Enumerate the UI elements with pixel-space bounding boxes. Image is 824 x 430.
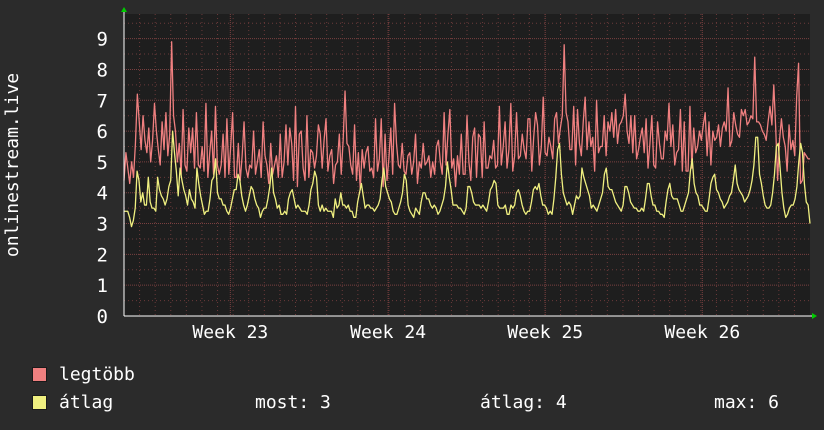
y-tick-label: 9	[97, 29, 108, 51]
y-tick-label: 3	[97, 214, 108, 236]
y-tick-label: 2	[97, 244, 108, 266]
stat-max: max: 6	[714, 392, 780, 413]
x-tick-label: Week 24	[350, 322, 426, 343]
legend-swatch-avg	[32, 394, 47, 410]
stat-atlag: átlag: 4	[480, 392, 567, 413]
y-axis-label: onlinestream.live	[2, 73, 23, 257]
legend-label-avg: átlag	[59, 391, 114, 413]
series-line-0	[123, 41, 810, 191]
legend-item-max: legtöbb	[32, 363, 135, 385]
line-chart: 0 1 2 3 4 5 6 7 8 9 Week 23 Week 24 Week 25 Week 26 o…	[2, 7, 817, 343]
y-tick-label: 8	[97, 59, 108, 81]
y-tick-label: 6	[97, 121, 108, 143]
plot-area	[124, 14, 810, 316]
tick-labels: 0 1 2 3 4 5 6 7 8 9 Week 23 Week 24 Week 25 Week 26	[97, 29, 741, 343]
series-layer	[123, 41, 811, 228]
series-line-1	[124, 130, 811, 228]
y-tick-label: 4	[97, 183, 108, 205]
y-tick-label: 1	[97, 275, 108, 297]
x-tick-label: Week 26	[664, 322, 740, 343]
legend-item-avg: átlag	[32, 391, 113, 413]
x-tick-label: Week 23	[192, 322, 268, 343]
y-tick-label: 0	[97, 306, 108, 328]
legend-label-max: legtöbb	[59, 363, 135, 385]
x-tick-label: Week 25	[507, 322, 583, 343]
axes	[121, 7, 817, 319]
y-tick-label: 5	[97, 152, 108, 174]
stat-most: most: 3	[255, 392, 331, 413]
y-axis-arrow	[121, 7, 127, 12]
y-tick-label: 7	[97, 90, 108, 112]
x-axis-arrow	[812, 313, 817, 319]
legend-swatch-max	[32, 366, 47, 382]
